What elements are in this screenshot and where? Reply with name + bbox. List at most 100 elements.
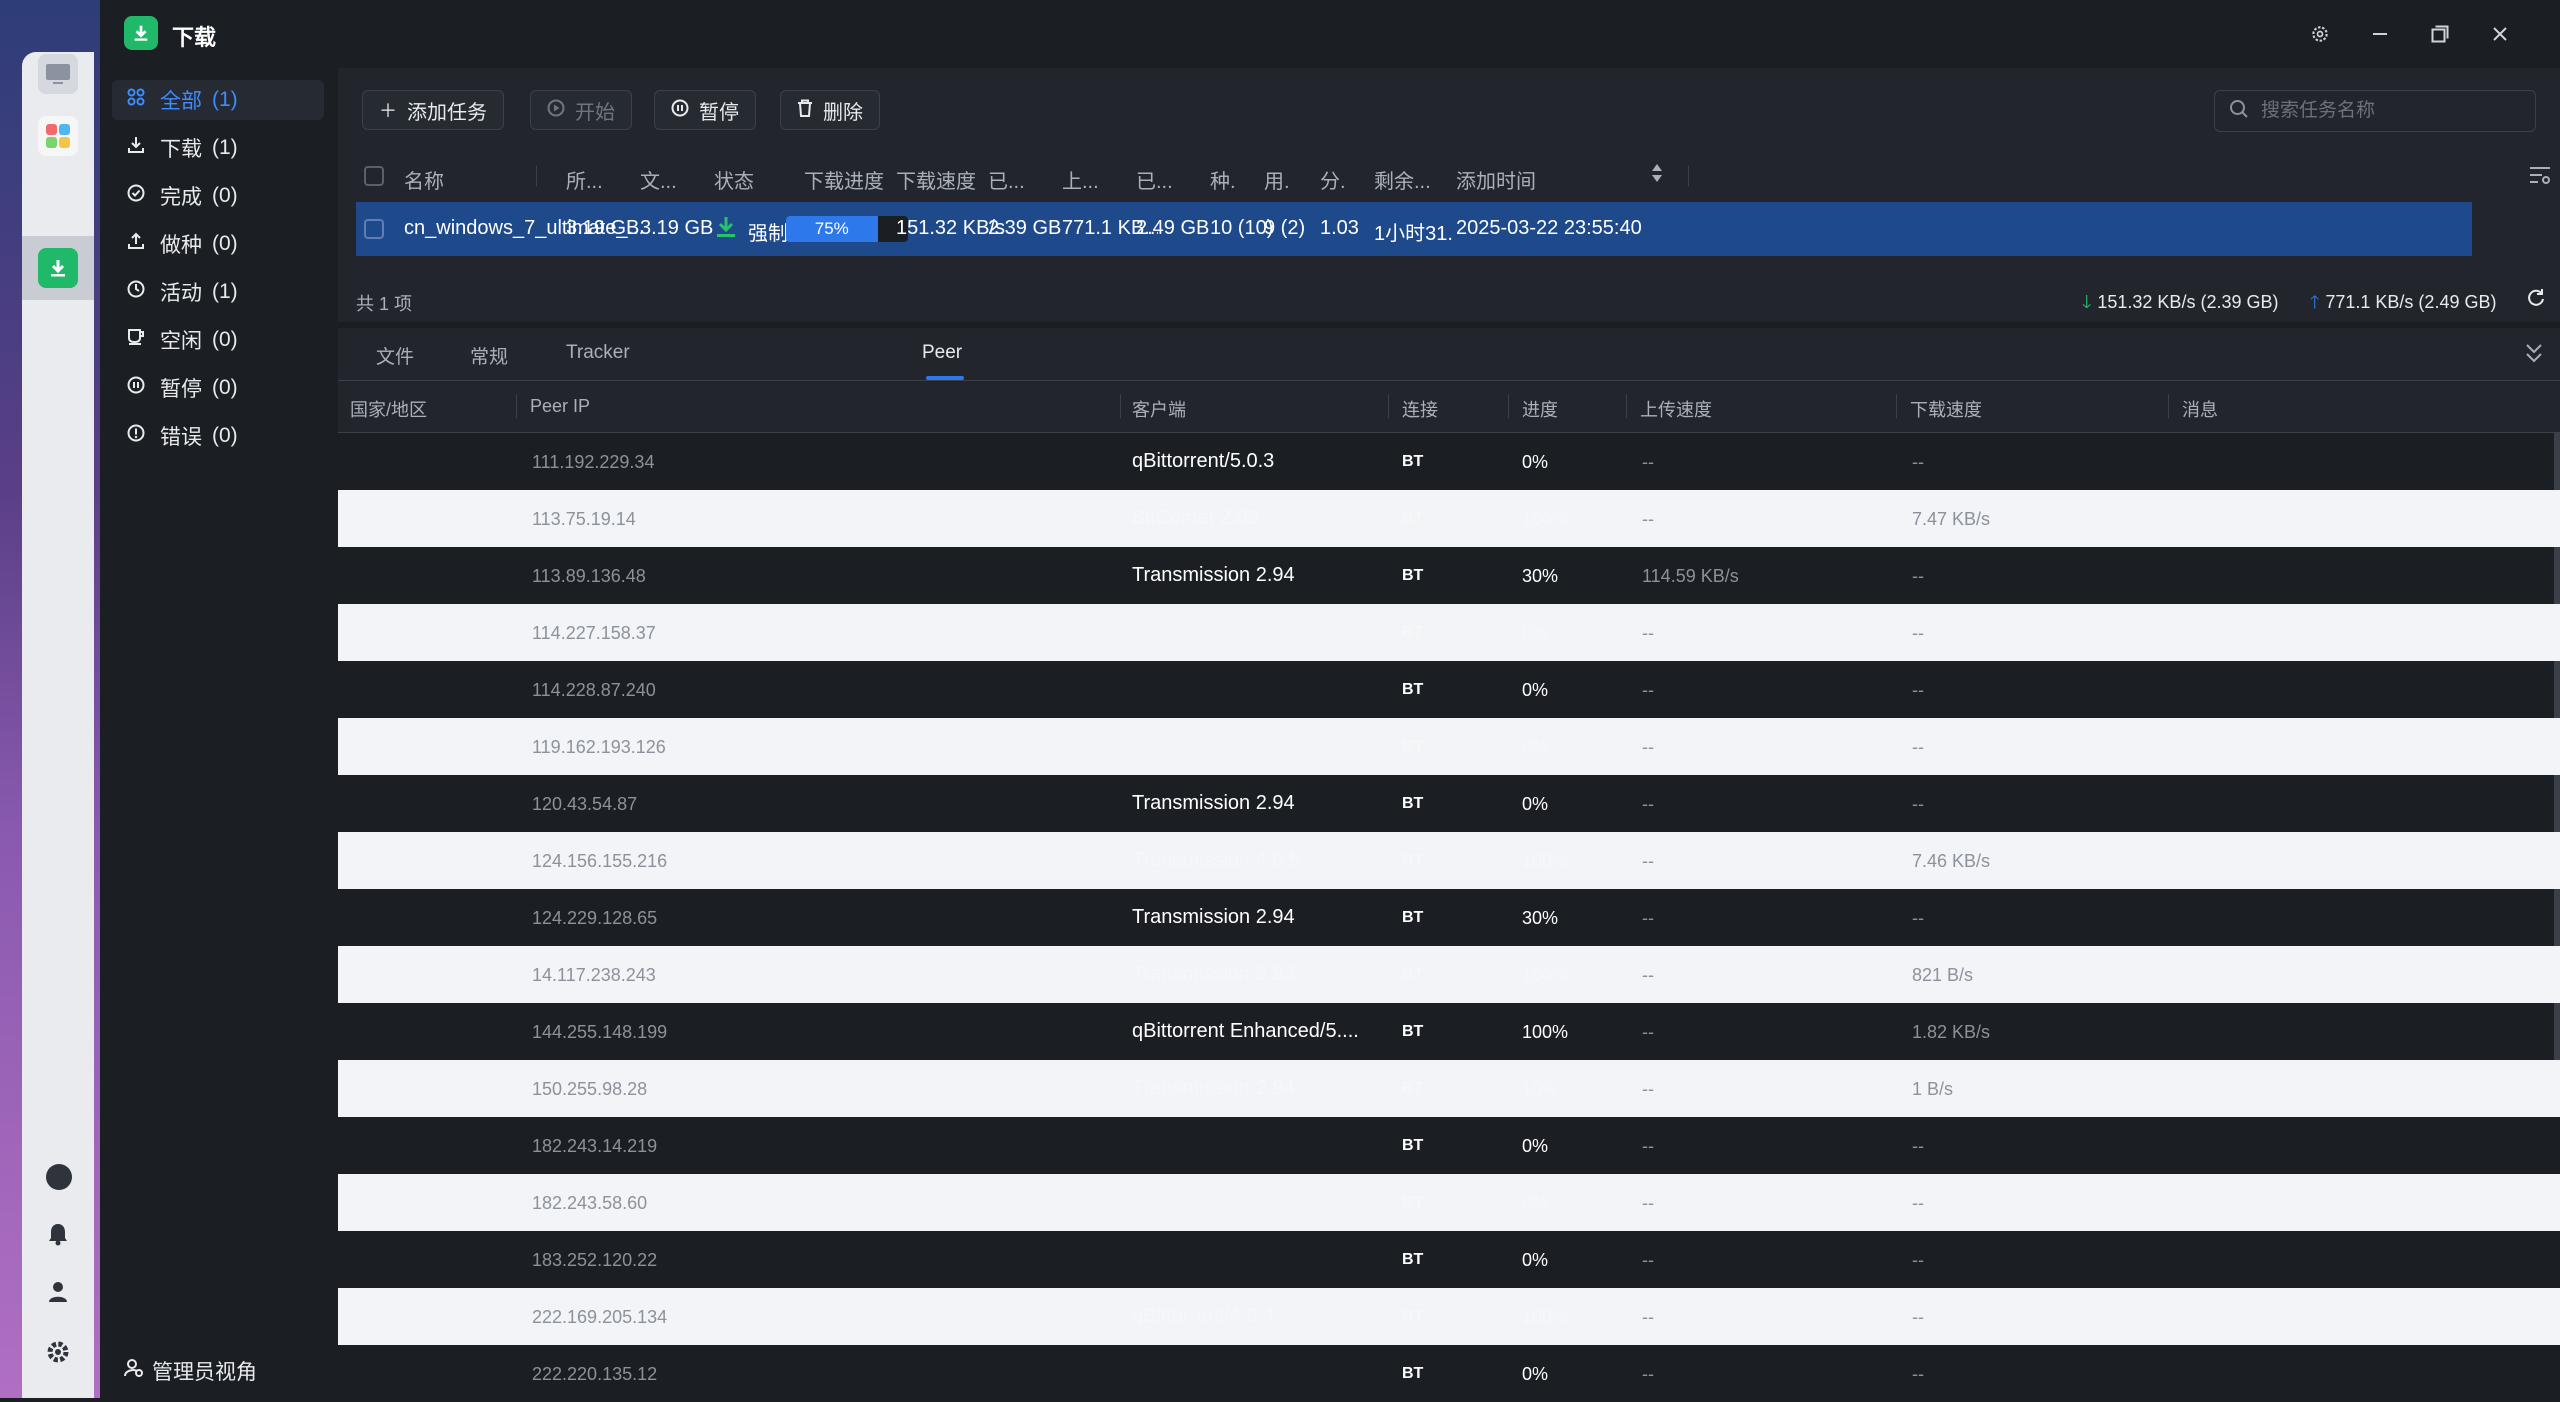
- nav-item-seeding[interactable]: 做种 (0): [112, 224, 324, 264]
- task-row[interactable]: cn_windows_7_ultimate_... 3.19 GB 3.19 G…: [356, 202, 2472, 256]
- col-name[interactable]: 名称: [404, 171, 444, 193]
- col-dl-speed[interactable]: 下载速度: [896, 171, 976, 193]
- peer-row[interactable]: 114.227.158.37 BT 0% -- --: [338, 604, 2560, 661]
- peer-row[interactable]: 114.228.87.240 BT 0% -- --: [338, 661, 2560, 718]
- nav-item-error[interactable]: 错误 (0): [112, 416, 324, 456]
- task-added: 2025-03-22 23:55:40: [1456, 217, 1642, 239]
- peer-ip: 222.169.205.134: [532, 1307, 668, 1327]
- add-task-button[interactable]: ＋ 添加任务: [362, 90, 504, 130]
- peer-upload: --: [1642, 851, 1654, 871]
- col-ratio[interactable]: 分.: [1320, 171, 1346, 193]
- task-table-header: 名称 所... 文... 状态 下载进度 下载速度 已... 上... 已...…: [356, 154, 2516, 198]
- peer-row[interactable]: 150.255.98.28 Transmission 2.94 BT 10% -…: [338, 1060, 2560, 1117]
- pause-button[interactable]: 暂停: [654, 90, 756, 130]
- col-added[interactable]: 添加时间: [1456, 171, 1536, 193]
- restore-icon[interactable]: [2424, 18, 2456, 50]
- peer-row[interactable]: 222.169.205.134 qBittorrent/4.6.4 BT 100…: [338, 1288, 2560, 1345]
- peer-upload: --: [1642, 1193, 1654, 1213]
- peer-ip: 114.228.87.240: [532, 680, 656, 700]
- peer-download: 7.47 KB/s: [1912, 509, 1991, 529]
- peer-progress: 100%: [1522, 851, 1569, 871]
- delete-button[interactable]: 删除: [780, 90, 880, 130]
- sync-icon[interactable]: [46, 1164, 72, 1190]
- col-seeds[interactable]: 种.: [1210, 171, 1236, 193]
- select-all-checkbox[interactable]: [364, 166, 384, 186]
- bell-icon[interactable]: [46, 1222, 70, 1246]
- nav-item-all[interactable]: 全部 (1): [112, 80, 324, 120]
- nav-item-downloading[interactable]: 下载 (1): [112, 128, 324, 168]
- sort-icon[interactable]: [1650, 162, 1664, 190]
- scrollbar-track[interactable]: [2554, 775, 2560, 832]
- peer-progress: 30%: [1522, 566, 1559, 586]
- peer-col-message[interactable]: 消息: [2182, 400, 2218, 420]
- peer-row[interactable]: 124.156.155.216 Transmission 4.0.5 BT 10…: [338, 832, 2560, 889]
- tab-tracker[interactable]: Tracker: [566, 342, 630, 363]
- col-uploaded[interactable]: 已...: [1136, 171, 1173, 193]
- peer-col-client[interactable]: 客户端: [1132, 400, 1186, 420]
- peer-col-download[interactable]: 下载速度: [1910, 400, 1982, 420]
- user-icon[interactable]: [46, 1280, 70, 1304]
- task-seeds: 10 (10): [1210, 217, 1274, 239]
- main-content: ＋ 添加任务 开始 暂停 删除: [338, 68, 2560, 1402]
- panel-divider[interactable]: [338, 322, 2560, 328]
- search-box[interactable]: [2214, 90, 2536, 132]
- col-progress[interactable]: 下载进度: [804, 171, 884, 193]
- peer-row[interactable]: 120.43.54.87 Transmission 2.94 BT 0% -- …: [338, 775, 2560, 832]
- monitor-icon[interactable]: [38, 54, 78, 94]
- nav-item-paused[interactable]: 暂停 (0): [112, 368, 324, 408]
- nav-item-idle[interactable]: 空闲 (0): [112, 320, 324, 360]
- scrollbar-track[interactable]: [2554, 547, 2560, 604]
- scrollbar-track[interactable]: [2554, 661, 2560, 718]
- col-file[interactable]: 文...: [640, 171, 677, 193]
- task-checkbox[interactable]: [364, 219, 384, 239]
- search-input[interactable]: [2259, 99, 2503, 123]
- scrollbar-track[interactable]: [2554, 1003, 2560, 1060]
- scrollbar-track[interactable]: [2554, 889, 2560, 946]
- col-status[interactable]: 状态: [714, 171, 754, 193]
- peer-row[interactable]: 111.192.229.34 qBittorrent/5.0.3 BT 0% -…: [338, 433, 2560, 490]
- start-button[interactable]: 开始: [530, 90, 632, 130]
- gear-icon[interactable]: [2304, 18, 2336, 50]
- admin-view-toggle[interactable]: 管理员视角: [124, 1356, 257, 1386]
- nav-item-completed[interactable]: 完成 (0): [112, 176, 324, 216]
- peer-progress: 0%: [1522, 1193, 1549, 1213]
- peer-row[interactable]: 113.89.136.48 Transmission 2.94 BT 30% 1…: [338, 547, 2560, 604]
- peer-col-upload[interactable]: 上传速度: [1640, 400, 1712, 420]
- col-remaining[interactable]: 剩余...: [1374, 171, 1431, 193]
- peer-col-country[interactable]: 国家/地区: [350, 400, 428, 420]
- refresh-icon[interactable]: [2526, 288, 2546, 313]
- col-separator: [1688, 166, 1689, 186]
- peer-table-header: 国家/地区 Peer IP 客户端 连接 进度 上传速度 下载速度 消息: [338, 380, 2560, 433]
- peer-row[interactable]: 119.162.193.126 BT 0% -- --: [338, 718, 2560, 775]
- col-downloaded[interactable]: 已...: [988, 171, 1025, 193]
- peer-download: --: [1912, 1250, 1924, 1270]
- column-settings-icon[interactable]: [2528, 164, 2552, 191]
- app-center-icon[interactable]: [38, 116, 78, 156]
- nav-item-active[interactable]: 活动 (1): [112, 272, 324, 312]
- tab-files[interactable]: 文件: [376, 347, 415, 368]
- close-icon[interactable]: [2484, 18, 2516, 50]
- peer-row[interactable]: 113.75.19.14 BitComet 2.09 BT 100% -- 7.…: [338, 490, 2560, 547]
- download-app-icon[interactable]: [38, 248, 78, 288]
- settings-gear-icon[interactable]: [46, 1340, 70, 1364]
- col-size[interactable]: 所...: [566, 171, 603, 193]
- peer-row[interactable]: 144.255.148.199 qBittorrent Enhanced/5..…: [338, 1003, 2560, 1060]
- tab-general[interactable]: 常规: [470, 347, 509, 368]
- peer-row[interactable]: 182.243.14.219 BT 0% -- --: [338, 1117, 2560, 1174]
- scrollbar-track[interactable]: [2554, 433, 2560, 490]
- peer-row[interactable]: 222.220.135.12 BT 0% -- --: [338, 1345, 2560, 1402]
- peer-col-connection[interactable]: 连接: [1402, 400, 1438, 420]
- peer-row[interactable]: 183.252.120.22 BT 0% -- --: [338, 1231, 2560, 1288]
- peer-col-progress[interactable]: 进度: [1522, 400, 1558, 420]
- tab-peer[interactable]: Peer: [922, 342, 963, 363]
- task-progress-bar: 75%: [786, 216, 908, 242]
- col-up-speed[interactable]: 上...: [1062, 171, 1099, 193]
- peer-row[interactable]: 182.243.58.60 BT 0% -- --: [338, 1174, 2560, 1231]
- peer-row[interactable]: 124.229.128.65 Transmission 2.94 BT 30% …: [338, 889, 2560, 946]
- collapse-chevron-icon[interactable]: [2524, 342, 2544, 369]
- peer-row[interactable]: 14.117.238.243 Transmission 2.93 BT 100%…: [338, 946, 2560, 1003]
- peer-progress: 100%: [1522, 509, 1569, 529]
- minimize-icon[interactable]: [2364, 18, 2396, 50]
- col-peers[interactable]: 用.: [1264, 171, 1290, 193]
- peer-col-ip[interactable]: Peer IP: [530, 396, 591, 416]
